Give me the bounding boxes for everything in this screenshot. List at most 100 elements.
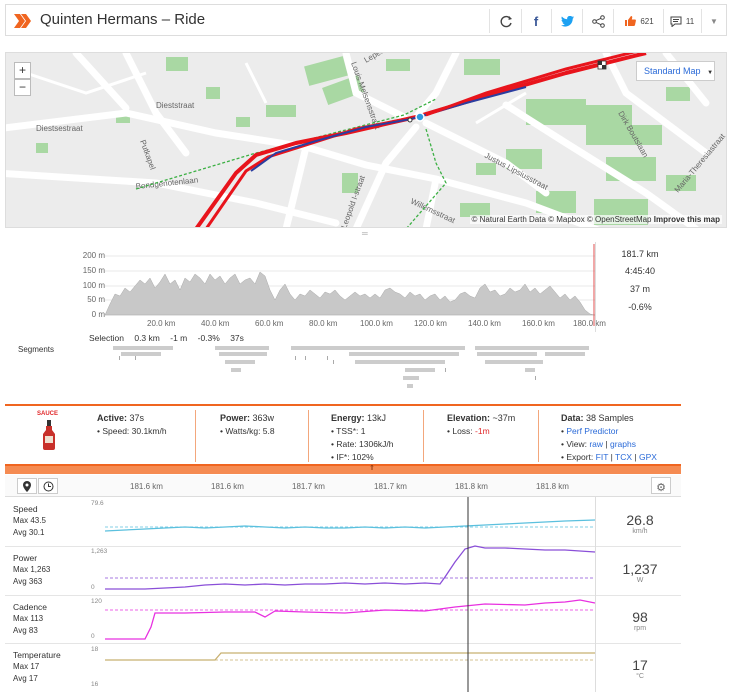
timeline-charts[interactable] xyxy=(105,497,595,692)
refresh-button[interactable] xyxy=(494,9,518,33)
active-label: Active: xyxy=(97,413,128,423)
comments-button[interactable]: 11 xyxy=(667,9,697,33)
power-current: 1,237 W xyxy=(622,561,658,584)
twitter-share-button[interactable] xyxy=(555,9,579,33)
sauce-bottle-icon xyxy=(43,420,55,450)
data-label: Data: xyxy=(561,413,584,423)
speed-line: • Speed: 30.1km/h xyxy=(97,426,167,436)
tss-line: • TSS*: 1 xyxy=(331,426,366,436)
share-icon xyxy=(591,14,605,28)
export-fit-link[interactable]: FIT xyxy=(595,452,609,462)
export-gpx-link[interactable]: GPX xyxy=(638,452,657,462)
selection-elevation: -1 m xyxy=(170,333,188,343)
loss-value: -1m xyxy=(475,426,490,436)
time-axis-button[interactable] xyxy=(38,478,58,494)
elev-x-tick: 40.0 km xyxy=(201,319,230,328)
selection-label: Selection xyxy=(89,333,124,343)
speed-row-label: Speed Max 43.5 Avg 30.1 xyxy=(13,504,46,537)
perf-bullet: • xyxy=(561,426,567,436)
street-label: Diestsestraat xyxy=(36,124,83,133)
twitter-icon xyxy=(560,15,574,27)
map-resize-handle-icon[interactable]: ═ xyxy=(362,229,368,238)
selection-info-panel: SAUCE Active: 37s • Speed: 30.1km/h Powe… xyxy=(5,404,681,466)
timeline-x-tick: 181.8 km xyxy=(536,482,569,491)
sauce-label: SAUCE xyxy=(37,411,59,417)
power-column: Power: 363w • Watts/kg: 5.8 xyxy=(220,412,275,438)
share-button[interactable] xyxy=(586,9,610,33)
data-value: 38 Samples xyxy=(586,413,634,423)
elev-x-tick: 60.0 km xyxy=(255,319,284,328)
sauce-logo-icon xyxy=(14,14,31,28)
view-label: • View: xyxy=(561,439,590,449)
zoom-out-button[interactable]: − xyxy=(14,79,31,96)
power-y-min: 0 xyxy=(91,584,95,591)
energy-label: Energy: xyxy=(331,413,365,423)
view-raw-link[interactable]: raw xyxy=(589,439,604,449)
map-marker-button[interactable] xyxy=(17,478,37,494)
kudos-count: 621 xyxy=(640,16,654,26)
more-menu-button[interactable]: ▼ xyxy=(705,9,723,33)
temperature-row-label: Temperature Max 17 Avg 17 xyxy=(13,650,61,683)
route-map[interactable]: Dieststraat Diestsestraat Bondgenotenlaa… xyxy=(5,52,727,228)
map-type-label: Standard Map xyxy=(644,66,701,76)
elevation-gain: 37 m xyxy=(629,284,650,294)
comment-icon xyxy=(670,16,682,27)
view-graphs-link[interactable]: graphs xyxy=(609,439,636,449)
elevation-profile-chart[interactable] xyxy=(105,244,595,326)
power-label: Power: xyxy=(220,413,251,423)
segments-track[interactable] xyxy=(105,346,595,398)
page-header: Quinten Hermans – Ride f 621 11 ▼ xyxy=(5,4,727,36)
export-tcx-link[interactable]: TCX xyxy=(615,452,633,462)
elev-x-tick: 140.0 km xyxy=(468,319,501,328)
loss-label: • Loss: xyxy=(447,426,476,436)
thumbs-up-icon xyxy=(625,16,637,26)
elev-y-tick: 50 m xyxy=(87,295,105,304)
selection-summary: Selection 0.3 km -1 m -0.3% 37s xyxy=(89,333,244,343)
timeline-panel: 181.6 km 181.6 km 181.7 km 181.7 km 181.… xyxy=(5,475,681,692)
street-label: Lepel xyxy=(363,53,385,65)
gear-icon: ⚙ xyxy=(656,482,666,494)
panel-collapse-bar[interactable]: ⇑ xyxy=(5,465,681,474)
energy-value: 13kJ xyxy=(367,413,387,423)
map-tiles: Dieststraat Diestsestraat Bondgenotenlaa… xyxy=(6,53,726,227)
facebook-share-button[interactable]: f xyxy=(524,9,548,33)
elev-x-tick: 160.0 km xyxy=(522,319,555,328)
energy-column: Energy: 13kJ • TSS*: 1 • Rate: 1306kJ/h … xyxy=(331,412,394,464)
selection-distance: 0.3 km xyxy=(134,333,160,343)
map-type-dropdown[interactable]: Standard Map ▼ xyxy=(636,61,715,81)
temperature-y-min: 16 xyxy=(91,681,99,688)
active-column: Active: 37s • Speed: 30.1km/h xyxy=(97,412,167,438)
if-line: • IF*: 102% xyxy=(331,452,374,462)
perf-predictor-link[interactable]: Perf Predictor xyxy=(566,426,619,436)
facebook-icon: f xyxy=(533,13,539,29)
elevation-value: ~37m xyxy=(492,413,516,423)
settings-button[interactable]: ⚙ xyxy=(651,477,671,494)
map-pin-icon xyxy=(23,481,31,492)
view-separator: | xyxy=(603,439,610,449)
cadence-y-max: 120 xyxy=(91,598,102,605)
elev-x-tick: 120.0 km xyxy=(414,319,447,328)
power-y-max: 1,263 xyxy=(91,548,108,555)
speed-y-max: 79.6 xyxy=(91,500,104,507)
total-distance: 181.7 km xyxy=(621,249,659,259)
zoom-in-button[interactable]: + xyxy=(14,62,31,79)
improve-map-link[interactable]: Improve this map xyxy=(653,215,720,224)
clock-icon xyxy=(43,481,53,492)
elev-x-tick: 100.0 km xyxy=(360,319,393,328)
elev-y-tick: 0 m xyxy=(91,310,105,319)
timeline-x-tick: 181.6 km xyxy=(130,482,163,491)
refresh-icon xyxy=(500,15,512,27)
timeline-x-tick: 181.7 km xyxy=(374,482,407,491)
elevation-column: Elevation: ~37m • Loss: -1m xyxy=(447,412,515,438)
kudos-button[interactable]: 621 xyxy=(618,9,660,33)
timeline-x-tick: 181.7 km xyxy=(292,482,325,491)
elev-x-tick: 20.0 km xyxy=(147,319,176,328)
comments-count: 11 xyxy=(685,16,695,26)
cadence-y-min: 0 xyxy=(91,633,95,640)
segments-label: Segments xyxy=(18,345,55,354)
timeline-x-tick: 181.6 km xyxy=(211,482,244,491)
wkg-line: • Watts/kg: 5.8 xyxy=(220,426,275,436)
total-time: 4:45:40 xyxy=(624,266,656,276)
elevation-label: Elevation: xyxy=(447,413,491,423)
temperature-y-max: 18 xyxy=(91,646,99,653)
